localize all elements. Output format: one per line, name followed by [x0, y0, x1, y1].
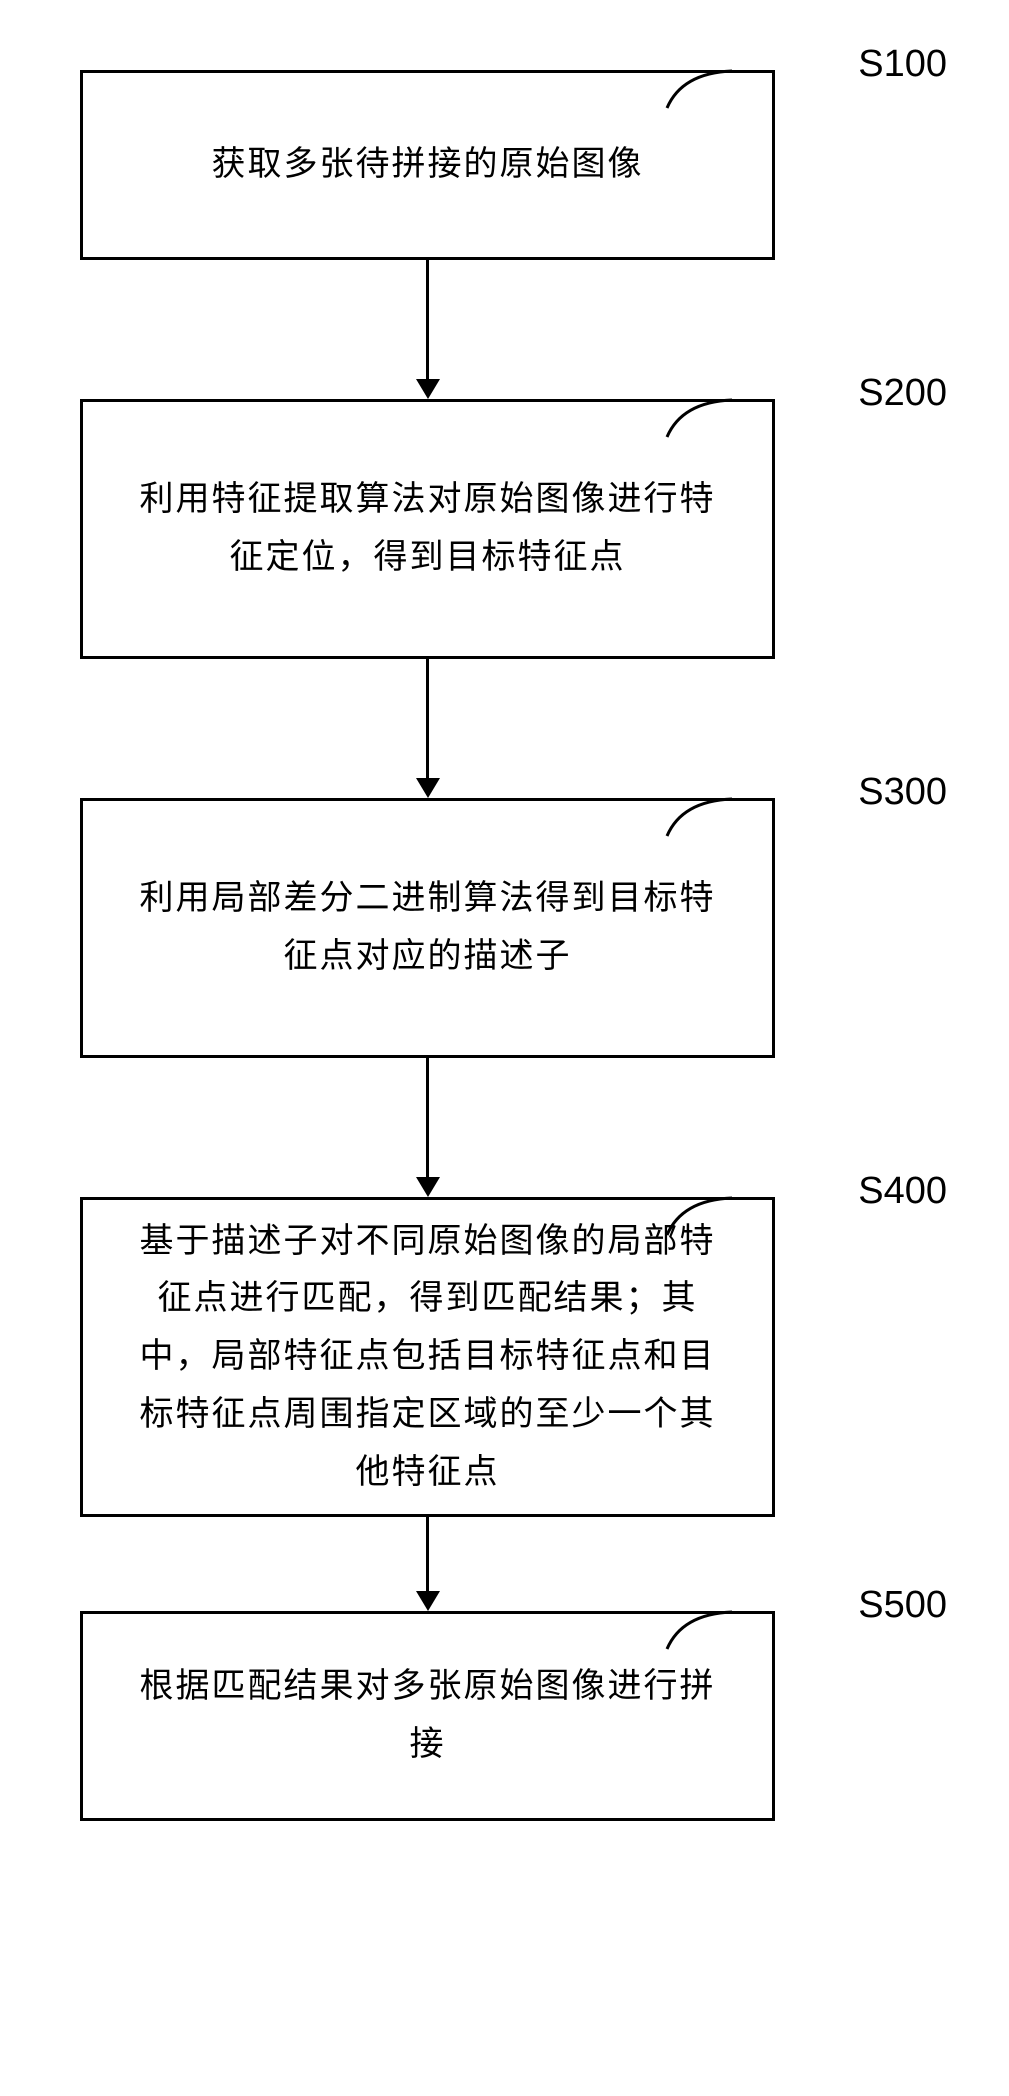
- arrow-connector: [80, 260, 775, 399]
- flowchart-step-2: 利用特征提取算法对原始图像进行特征定位，得到目标特征点 S200: [80, 399, 775, 659]
- step-label: S300: [858, 771, 947, 814]
- connector-curve: [662, 63, 782, 143]
- connector-curve: [662, 392, 782, 472]
- flowchart-step-5: 根据匹配结果对多张原始图像进行拼接 S500: [80, 1611, 775, 1821]
- connector-curve: [662, 1190, 782, 1270]
- connector-curve: [662, 791, 782, 871]
- flowchart-step-4: 基于描述子对不同原始图像的局部特征点进行匹配，得到匹配结果；其中，局部特征点包括…: [80, 1197, 775, 1517]
- step-text: 根据匹配结果对多张原始图像进行拼接: [133, 1658, 722, 1774]
- step-label: S500: [858, 1584, 947, 1627]
- flowchart-container: 获取多张待拼接的原始图像 S100 利用特征提取算法对原始图像进行特征定位，得到…: [80, 70, 860, 1821]
- step-text: 利用局部差分二进制算法得到目标特征点对应的描述子: [133, 870, 722, 986]
- step-label: S400: [858, 1170, 947, 1213]
- step-text: 基于描述子对不同原始图像的局部特征点进行匹配，得到匹配结果；其中，局部特征点包括…: [133, 1213, 722, 1502]
- step-text: 利用特征提取算法对原始图像进行特征定位，得到目标特征点: [133, 471, 722, 587]
- flowchart-step-3: 利用局部差分二进制算法得到目标特征点对应的描述子 S300: [80, 798, 775, 1058]
- step-text: 获取多张待拼接的原始图像: [212, 136, 644, 194]
- connector-curve: [662, 1604, 782, 1684]
- arrow-connector: [80, 1517, 775, 1611]
- step-label: S100: [858, 43, 947, 86]
- arrow-connector: [80, 659, 775, 798]
- flowchart-step-1: 获取多张待拼接的原始图像 S100: [80, 70, 775, 260]
- step-label: S200: [858, 372, 947, 415]
- arrow-connector: [80, 1058, 775, 1197]
